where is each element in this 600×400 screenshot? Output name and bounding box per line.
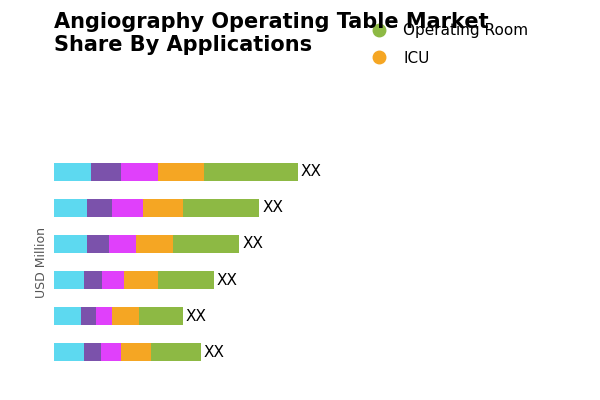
Bar <box>173 235 239 253</box>
Text: XX: XX <box>262 200 283 216</box>
Bar <box>54 271 84 289</box>
Bar <box>136 235 173 253</box>
Bar <box>91 163 121 181</box>
Bar <box>54 199 88 217</box>
Bar <box>158 271 214 289</box>
Bar <box>54 163 91 181</box>
Bar <box>103 271 124 289</box>
Bar <box>88 235 109 253</box>
Bar <box>121 343 151 361</box>
Bar <box>182 199 259 217</box>
Text: XX: XX <box>217 272 238 288</box>
Bar <box>84 343 101 361</box>
Bar <box>109 235 136 253</box>
Bar <box>139 307 182 325</box>
Bar <box>112 199 143 217</box>
Text: XX: XX <box>301 164 322 179</box>
Bar <box>54 307 81 325</box>
Bar <box>54 343 84 361</box>
Bar <box>143 199 182 217</box>
Text: Angiography Operating Table Market
Share By Applications: Angiography Operating Table Market Share… <box>54 12 488 55</box>
Bar <box>124 271 158 289</box>
Bar <box>121 163 158 181</box>
Text: XX: XX <box>203 345 224 360</box>
Bar <box>205 163 298 181</box>
Y-axis label: USD Million: USD Million <box>35 226 49 298</box>
Bar <box>112 307 139 325</box>
Bar <box>84 271 103 289</box>
Bar <box>54 235 88 253</box>
Bar <box>81 307 96 325</box>
Bar <box>101 343 121 361</box>
Bar <box>88 199 112 217</box>
Legend: Operating Room, ICU: Operating Room, ICU <box>356 16 536 73</box>
Bar <box>96 307 112 325</box>
Text: XX: XX <box>242 236 263 252</box>
Text: XX: XX <box>185 308 206 324</box>
Bar <box>158 163 205 181</box>
Bar <box>151 343 201 361</box>
